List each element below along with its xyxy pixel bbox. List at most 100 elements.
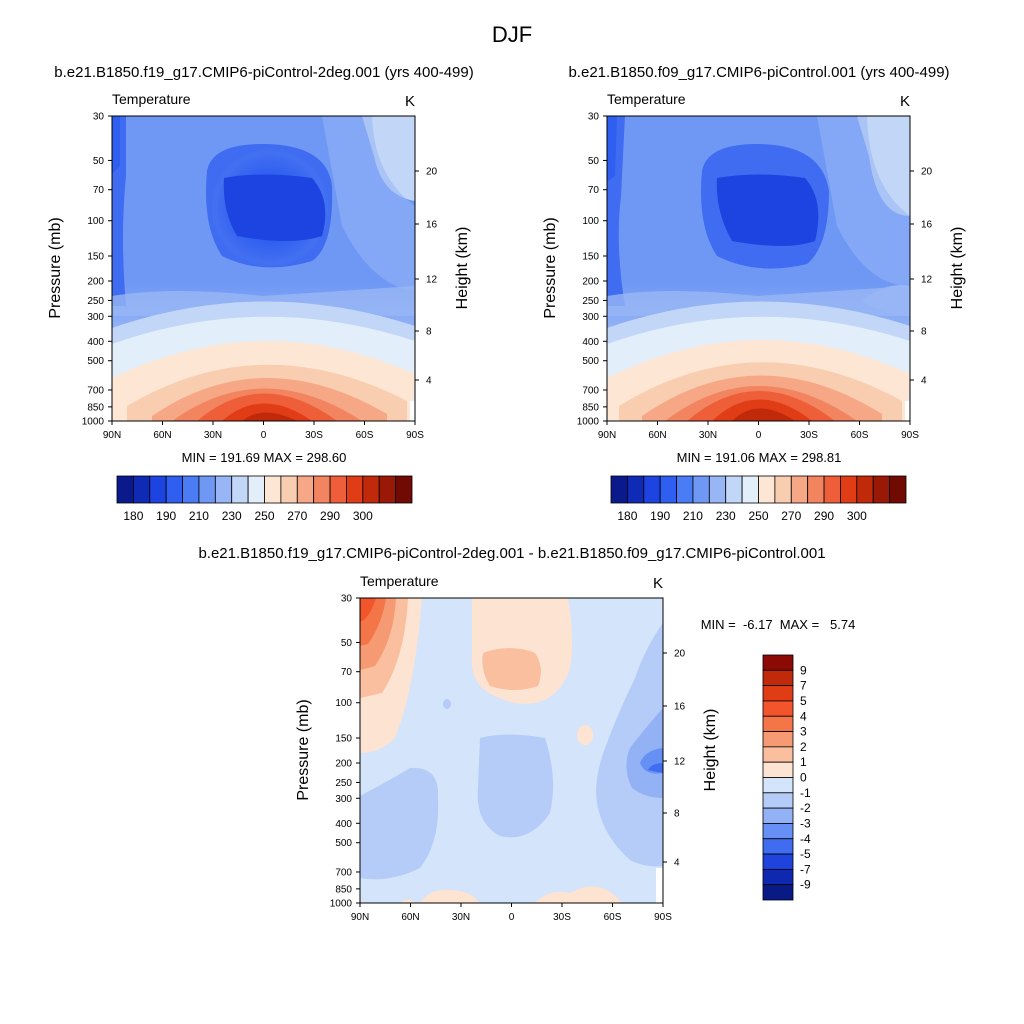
colorbar-swatch	[280, 475, 298, 504]
x-tick-label: 90N	[351, 912, 369, 923]
axes: 90N 60N 30N 0 30S 60S 90S 30 50 70 100 150 200 250 300…	[82, 112, 438, 442]
colorbar-swatch	[132, 475, 151, 504]
y-tick-label: 200	[87, 277, 104, 288]
y-axis-right-label: Height (km)	[454, 227, 471, 310]
colorbar-swatch	[264, 475, 282, 504]
y-tick-label: 30	[588, 112, 600, 123]
y-tick-label: 200	[335, 759, 352, 770]
colorbar-swatch	[214, 475, 233, 504]
y-tick-label: 850	[87, 402, 104, 413]
y-tick-label: 700	[582, 385, 599, 396]
colorbar-label: 210	[189, 509, 209, 523]
colorbar-label: 230	[222, 509, 242, 523]
x-tick-label: 0	[261, 430, 267, 441]
variable-label: Temperature	[607, 91, 686, 107]
colorbar-label: 300	[847, 509, 867, 523]
difference-field	[360, 598, 663, 903]
colorbar-swatch	[762, 777, 794, 794]
y-tick-label: 50	[341, 638, 353, 649]
colorbar-swatch	[165, 475, 183, 504]
units-label: K	[900, 93, 910, 110]
y-tick-label: 50	[588, 156, 600, 167]
colorbar-label: 290	[320, 509, 340, 523]
y-tick-label: 850	[582, 402, 599, 413]
x-tick-label: 90N	[598, 430, 616, 441]
colorbar-label: 290	[814, 509, 834, 523]
colorbar-swatch	[762, 868, 794, 886]
y-tick-label: 100	[582, 216, 599, 227]
colorbar-swatch	[741, 475, 759, 504]
x-tick-label: 0	[756, 430, 762, 441]
colorbar-swatch	[762, 838, 794, 855]
colorbar-swatch	[182, 475, 200, 504]
colorbar-label: 5	[800, 694, 807, 708]
colorbar-label: 230	[716, 509, 736, 523]
colorbar-swatch	[807, 475, 825, 504]
x-tick-label: 90S	[406, 430, 424, 441]
y-right-tick-label: 16	[426, 220, 438, 231]
colorbar-swatch	[762, 884, 794, 901]
y-tick-label: 250	[335, 778, 352, 789]
axes: 90N 60N 30N 0 30S 60S 90S 30 50 70 100 150 200 250 300…	[330, 594, 686, 924]
colorbar-swatch	[378, 475, 397, 504]
colorbar-swatch	[774, 475, 792, 504]
colorbar-temperature-right: 180 190 210 230 250 270 290 300	[610, 475, 907, 523]
y-right-tick-label: 12	[426, 275, 438, 286]
y-right-tick-label: 4	[674, 858, 680, 869]
y-tick-label: 500	[87, 356, 104, 367]
y-tick-label: 50	[93, 156, 105, 167]
colorbar-label: 3	[800, 725, 807, 739]
colorbar-label: 270	[781, 509, 801, 523]
y-tick-label: 850	[335, 884, 352, 895]
colorbar-label: -3	[800, 816, 811, 830]
colorbar-swatch	[762, 853, 794, 870]
colorbar-label: 9	[800, 663, 807, 677]
y-tick-label: 100	[87, 216, 104, 227]
y-tick-label: 150	[87, 251, 104, 262]
y-right-tick-label: 20	[426, 167, 438, 178]
y-tick-label: 400	[582, 337, 599, 348]
y-tick-label: 1000	[577, 417, 600, 428]
panel-title: b.e21.B1850.f09_g17.CMIP6-piControl.001 …	[568, 64, 949, 81]
colorbar-label: 7	[800, 679, 807, 693]
y-tick-label: 200	[582, 277, 599, 288]
colorbar-label: 250	[254, 509, 274, 523]
x-tick-label: 60N	[401, 912, 419, 923]
min-max-label: MIN = 191.06 MAX = 298.81	[677, 450, 842, 465]
y-tick-label: 1000	[82, 417, 105, 428]
y-right-tick-label: 8	[426, 327, 432, 338]
colorbar-label: -2	[800, 801, 811, 815]
x-tick-label: 90S	[901, 430, 919, 441]
y-tick-label: 700	[87, 385, 104, 396]
temperature-field	[607, 116, 910, 421]
colorbar-swatch	[856, 475, 874, 504]
panel-right: b.e21.B1850.f09_g17.CMIP6-piControl.001 …	[542, 64, 966, 465]
colorbar-label: 2	[800, 740, 807, 754]
colorbar-swatch	[725, 475, 743, 504]
x-tick-label: 60S	[356, 430, 374, 441]
y-tick-label: 500	[335, 838, 352, 849]
y-tick-label: 100	[335, 698, 352, 709]
y-right-tick-label: 8	[921, 327, 927, 338]
colorbar-label: -1	[800, 786, 811, 800]
panel-difference: Temperature K 90N 60N 30N 0 30S 60S 90S 30 50	[295, 573, 719, 923]
colorbar-swatch	[762, 654, 794, 671]
x-tick-label: 90N	[103, 430, 121, 441]
colorbar-label: -7	[800, 862, 811, 876]
y-right-tick-label: 16	[921, 220, 933, 231]
colorbar-label: 270	[287, 509, 307, 523]
colorbar-swatch	[708, 475, 727, 504]
colorbar-swatch	[758, 475, 776, 504]
colorbar-label: 190	[156, 509, 176, 523]
x-tick-label: 60S	[851, 430, 869, 441]
colorbar-swatch	[231, 475, 249, 504]
x-tick-label: 60S	[604, 912, 622, 923]
y-right-tick-label: 12	[674, 757, 686, 768]
colorbar-label: 210	[683, 509, 703, 523]
colorbar-label: 4	[800, 709, 807, 723]
colorbar-swatch	[395, 475, 413, 504]
y-tick-label: 300	[582, 312, 599, 323]
colorbar-swatch	[643, 475, 661, 504]
colorbar-label: 180	[123, 509, 143, 523]
